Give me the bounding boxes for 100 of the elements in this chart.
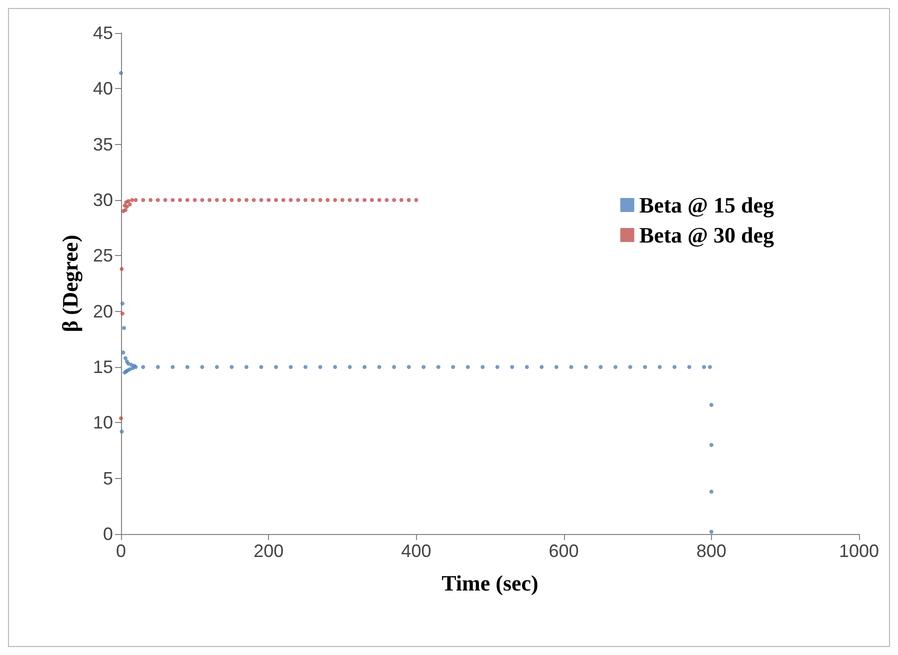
point (392, 198, 396, 202)
point (156, 198, 160, 202)
point (304, 365, 308, 369)
point (340, 198, 344, 202)
point (252, 198, 256, 202)
point (709, 530, 714, 534)
point (672, 365, 676, 369)
point (296, 198, 300, 202)
point (399, 198, 404, 202)
x-tick-label: 1000 (838, 541, 880, 561)
point (259, 198, 264, 202)
point (222, 198, 226, 202)
point (554, 365, 558, 369)
point (304, 198, 308, 202)
point (709, 402, 714, 407)
point (384, 198, 389, 202)
point (355, 198, 360, 202)
y-tick-label: 0 (102, 524, 113, 544)
y-tick-label: 20 (92, 301, 113, 322)
point (120, 302, 124, 306)
point (613, 365, 618, 369)
point (170, 198, 175, 202)
point (120, 312, 124, 316)
point (370, 198, 374, 202)
point (510, 365, 514, 369)
point (598, 365, 603, 369)
y-tick-label: 35 (92, 134, 113, 154)
point (709, 442, 714, 447)
y-axis-title: β (Degree) (58, 234, 82, 332)
point (466, 365, 470, 369)
point (288, 365, 293, 369)
point (288, 198, 293, 202)
point (130, 198, 134, 202)
point (120, 430, 124, 434)
point (244, 198, 248, 202)
point (200, 365, 204, 369)
point (121, 350, 126, 355)
point (708, 365, 712, 369)
point (687, 365, 692, 369)
point (362, 198, 367, 202)
point (451, 365, 456, 369)
point (134, 198, 138, 202)
point (392, 365, 396, 369)
point (274, 365, 278, 369)
point (333, 198, 338, 202)
point (141, 365, 146, 369)
x-tick-label: 400 (401, 541, 432, 561)
point (348, 198, 352, 202)
point (230, 365, 234, 369)
point (348, 365, 352, 369)
point (185, 365, 190, 369)
y-tick-label: 45 (92, 23, 113, 43)
point (148, 198, 153, 202)
point (200, 198, 204, 202)
x-tick-label: 800 (696, 541, 726, 561)
y-tick-label: 25 (92, 246, 113, 266)
legend-label: Beta @ 30 deg (639, 222, 774, 248)
point (120, 267, 124, 272)
point (119, 71, 123, 76)
point (274, 198, 278, 202)
point (406, 198, 411, 202)
x-axis-title: Time (sec) (442, 570, 538, 596)
point (230, 198, 234, 202)
point (244, 365, 248, 369)
point (214, 198, 219, 202)
x-tick-label: 0 (116, 541, 126, 561)
point (422, 365, 426, 369)
point (414, 198, 418, 202)
legend-label: Beta @ 15 deg (639, 192, 774, 218)
point (709, 490, 714, 494)
point (642, 365, 647, 369)
point (377, 365, 382, 369)
point (192, 198, 197, 202)
point (377, 198, 382, 202)
point (170, 365, 175, 369)
point (237, 198, 242, 202)
y-tick-label: 5 (102, 468, 113, 488)
point (214, 365, 219, 369)
x-tick-label: 200 (254, 541, 284, 561)
point (281, 198, 286, 202)
point (259, 365, 264, 369)
point (122, 326, 126, 330)
point (702, 365, 706, 369)
point (524, 365, 529, 369)
y-tick-label: 15 (92, 357, 113, 377)
point (119, 416, 123, 420)
point (480, 365, 485, 369)
point (436, 365, 440, 369)
point (123, 356, 128, 360)
point (185, 198, 190, 202)
point (178, 198, 182, 202)
point (362, 365, 367, 369)
point (318, 365, 322, 369)
y-tick-label: 10 (92, 412, 113, 433)
point (266, 198, 271, 202)
point (658, 365, 662, 369)
point (318, 198, 322, 202)
point (569, 365, 574, 369)
point (156, 365, 160, 369)
point (406, 365, 411, 369)
